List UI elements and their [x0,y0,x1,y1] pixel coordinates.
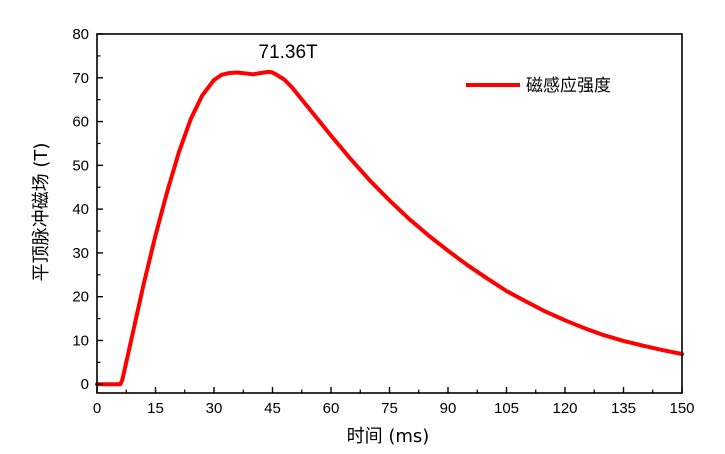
x-axis-title: 时间 (ms) [347,426,430,447]
y-tick-label: 0 [81,376,89,393]
y-tick-label: 10 [72,332,89,349]
y-tick-label: 50 [72,157,89,174]
series-line [95,69,684,387]
y-tick-label: 40 [72,201,89,218]
y-tick-label: 60 [72,114,89,131]
x-tick-label: 120 [552,400,577,417]
x-tick-label: 75 [381,400,398,417]
x-tick-label: 0 [93,400,101,417]
x-tick-label: 150 [669,400,694,417]
y-tick-label: 70 [72,70,89,87]
y-tick-label: 80 [72,26,89,43]
y-axis-title: 平顶脉冲磁场 (T) [31,143,52,282]
peak-annotation: 71.36T [259,42,319,63]
x-tick-label: 135 [611,400,636,417]
y-tick-label: 20 [72,289,89,306]
x-tick-label: 105 [494,400,519,417]
x-tick-label: 60 [323,400,340,417]
legend: 磁感应强度 [466,76,611,96]
plot-frame [96,33,683,394]
ticks-layer: 0 15 30 45 60 75 90 105 120 135 150 0 10 20 30 40 50 60 70… [72,26,694,417]
x-tick-label: 90 [440,400,457,417]
y-tick-label: 30 [72,245,89,262]
x-tick-label: 30 [206,400,223,417]
plot-layer [95,69,684,387]
x-tick-label: 15 [147,400,164,417]
x-tick-label: 45 [264,400,281,417]
legend-label: 磁感应强度 [526,76,611,96]
